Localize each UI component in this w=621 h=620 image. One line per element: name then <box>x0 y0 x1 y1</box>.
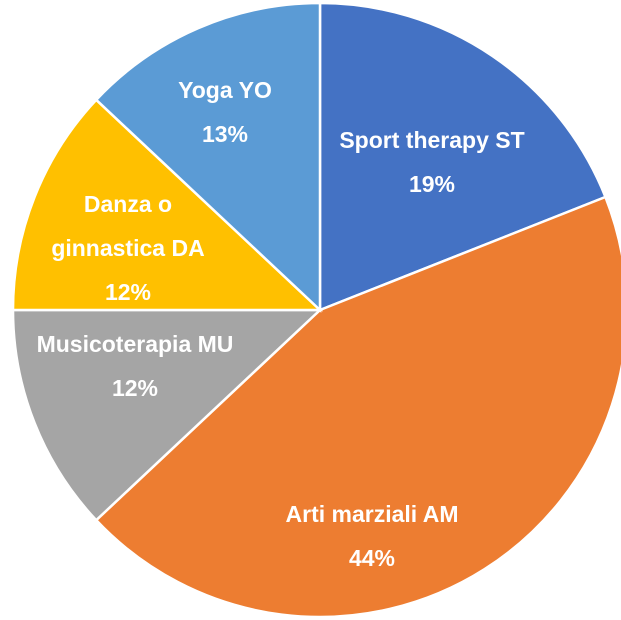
pie-slice <box>94 1 322 313</box>
category-label: Musicoterapia MU <box>36 331 234 357</box>
value-label: 44% <box>348 545 396 571</box>
pie-slice <box>94 195 621 619</box>
value-label: 12% <box>111 375 159 401</box>
category-label: Danza o ginnastica DA <box>51 191 205 261</box>
slice-label: Arti marziali AM 44% <box>172 492 572 580</box>
value-label: 12% <box>104 279 152 305</box>
slice-label: Musicoterapia MU 12% <box>28 322 243 410</box>
pie-slice <box>11 98 324 312</box>
slice-label: Danza o ginnastica DA 12% <box>33 182 223 314</box>
value-label: 13% <box>201 121 249 147</box>
slice-label: Sport therapy ST 19% <box>332 118 532 206</box>
category-label: Arti marziali AM <box>285 501 459 527</box>
pie-slice <box>11 308 324 522</box>
slice-label: Yoga YO 13% <box>150 68 300 156</box>
pie-slice <box>318 1 608 312</box>
category-label: Yoga YO <box>178 77 272 103</box>
value-label: 19% <box>408 171 456 197</box>
category-label: Sport therapy ST <box>339 127 525 153</box>
